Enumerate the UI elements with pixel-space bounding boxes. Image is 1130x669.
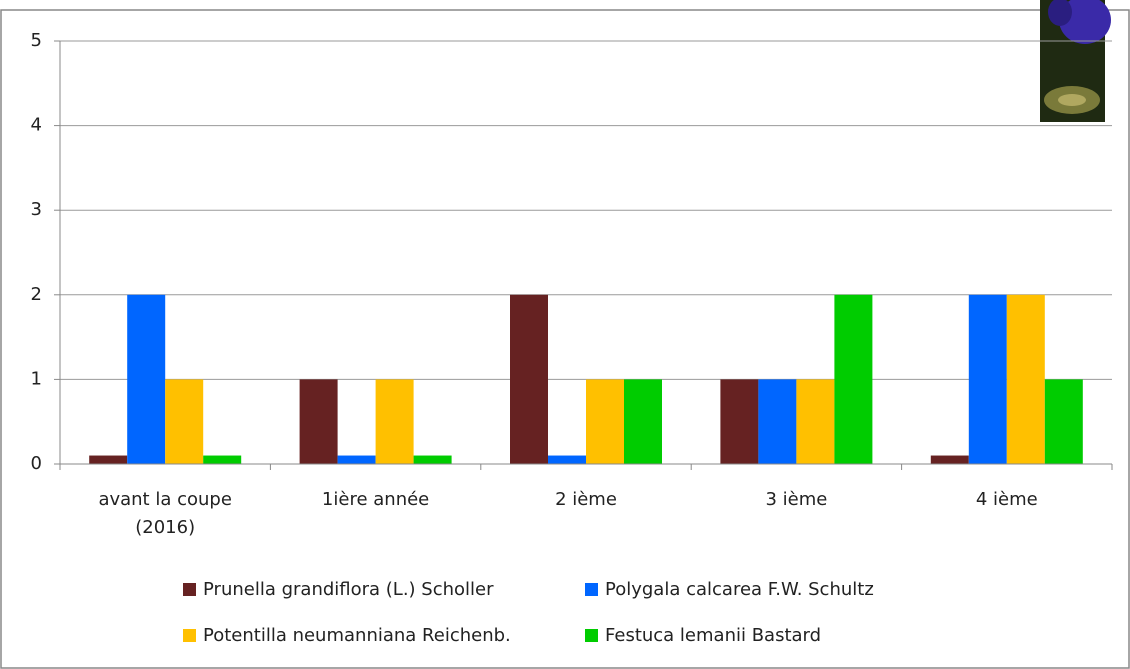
- x-tick-label: avant la coupe (2016): [98, 489, 232, 538]
- legend-label: Polygala calcarea F.W. Schultz: [605, 579, 874, 600]
- x-tick-label: 1ière année: [321, 489, 430, 510]
- y-tick-label: 0: [31, 453, 42, 474]
- bar: [930, 455, 969, 464]
- legend-label: Festuca lemanii Bastard: [605, 625, 821, 646]
- bar: [834, 294, 873, 464]
- bar: [89, 455, 128, 464]
- bar: [968, 294, 1007, 464]
- legend-label: Prunella grandiflora (L.) Scholler: [203, 579, 494, 600]
- bar: [510, 294, 548, 464]
- legend-swatch: [183, 583, 196, 596]
- legend-swatch: [183, 629, 196, 642]
- bar: [375, 379, 414, 464]
- bar: [413, 455, 452, 464]
- y-tick-label: 3: [31, 199, 42, 220]
- chart-border: [0, 9, 1130, 669]
- bar: [586, 379, 624, 464]
- bar: [299, 379, 338, 464]
- bar: [127, 294, 166, 464]
- flower-photo: [1040, 0, 1111, 122]
- y-tick-label: 4: [31, 115, 42, 136]
- y-tick-label: 1: [31, 368, 42, 389]
- bar: [758, 379, 797, 464]
- legend-swatch: [585, 583, 598, 596]
- bar: [624, 379, 662, 464]
- bar: [203, 455, 242, 464]
- legend-label: Potentilla neumanniana Reichenb.: [203, 625, 511, 646]
- x-tick-label: 2 ième: [555, 489, 617, 510]
- bar: [1044, 379, 1083, 464]
- bar: [1006, 294, 1045, 464]
- bar: [165, 379, 204, 464]
- y-tick-label: 5: [31, 30, 42, 51]
- x-tick-label: 4 ième: [975, 489, 1038, 510]
- bar: [548, 455, 586, 464]
- y-tick-label: 2: [31, 284, 42, 305]
- legend-swatch: [585, 629, 598, 642]
- x-tick-label: 3 ième: [765, 489, 828, 510]
- bar: [796, 379, 835, 464]
- bar: [337, 455, 376, 464]
- bar: [720, 379, 759, 464]
